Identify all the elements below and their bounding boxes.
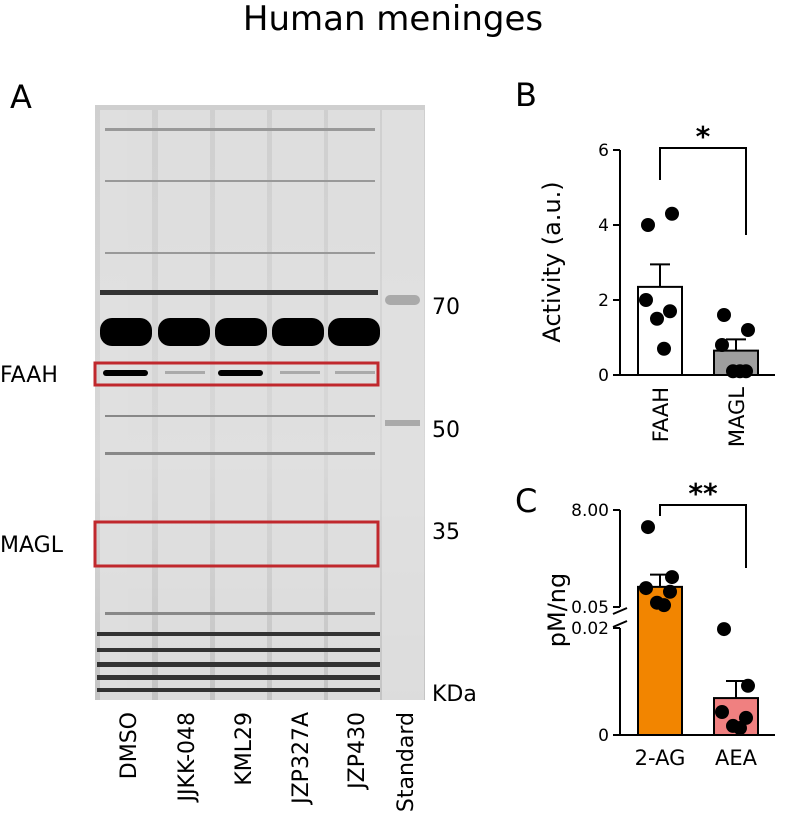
y-axis-label: pM/ng — [543, 573, 571, 647]
data-point — [657, 341, 671, 356]
significance-bracket — [659, 504, 747, 568]
x-tick-label: FAAH — [649, 387, 673, 442]
marker-label: 50 — [432, 418, 460, 443]
panel-label: B — [515, 76, 537, 114]
y-tick-label: 6 — [598, 141, 609, 161]
data-point — [739, 710, 753, 725]
marker-label: 35 — [432, 520, 460, 545]
lane-label: JZP430 — [345, 712, 370, 791]
data-point — [665, 206, 679, 221]
panel-label: A — [10, 78, 32, 116]
y-tick-label: 4 — [598, 216, 609, 236]
lane-label: JZP327A — [289, 712, 314, 806]
y-tick-label: 0.02 — [571, 619, 609, 639]
y-tick-label: 8.00 — [571, 501, 609, 521]
data-point — [733, 721, 747, 736]
data-point — [715, 338, 729, 352]
lane-label: KML29 — [232, 712, 257, 786]
y-tick-label: 0 — [598, 366, 609, 386]
significance-label: ** — [688, 477, 718, 510]
axis-break — [612, 607, 628, 615]
band-label: FAAH — [0, 363, 58, 388]
lane-label: DMSO — [117, 712, 142, 779]
bar — [637, 585, 683, 736]
data-point — [715, 704, 729, 719]
data-point — [717, 622, 731, 637]
marker-label: KDa — [432, 682, 477, 707]
y-tick-label: 0 — [598, 726, 609, 746]
lane-label: JJKK-048 — [175, 712, 200, 803]
data-point — [741, 323, 755, 337]
data-point — [665, 570, 679, 585]
data-point — [639, 581, 653, 596]
y-tick-label: 2 — [598, 291, 609, 311]
x-tick-label: AEA — [715, 746, 758, 770]
data-point — [663, 304, 677, 319]
data-point — [717, 308, 731, 322]
significance-bracket — [659, 147, 747, 235]
significance-label: * — [696, 120, 711, 153]
data-point — [733, 364, 747, 379]
data-point — [639, 293, 653, 307]
data-point — [650, 311, 664, 326]
data-point — [657, 598, 671, 613]
band-label: MAGL — [0, 533, 64, 558]
axis-break — [612, 620, 628, 628]
y-tick-label: 0.05 — [571, 598, 609, 618]
x-tick-label: MAGL — [725, 387, 749, 447]
data-point — [663, 584, 677, 599]
panel-label: C — [515, 482, 537, 520]
y-axis-label: Activity (a.u.) — [538, 181, 566, 342]
data-point — [641, 520, 655, 535]
x-tick-label: 2-AG — [635, 746, 686, 770]
figure-title: Human meninges — [243, 0, 543, 39]
marker-label: 70 — [432, 295, 460, 320]
lane-label: Standard — [394, 712, 419, 812]
data-point — [641, 218, 655, 232]
data-point — [741, 678, 755, 693]
gel — [93, 105, 425, 700]
